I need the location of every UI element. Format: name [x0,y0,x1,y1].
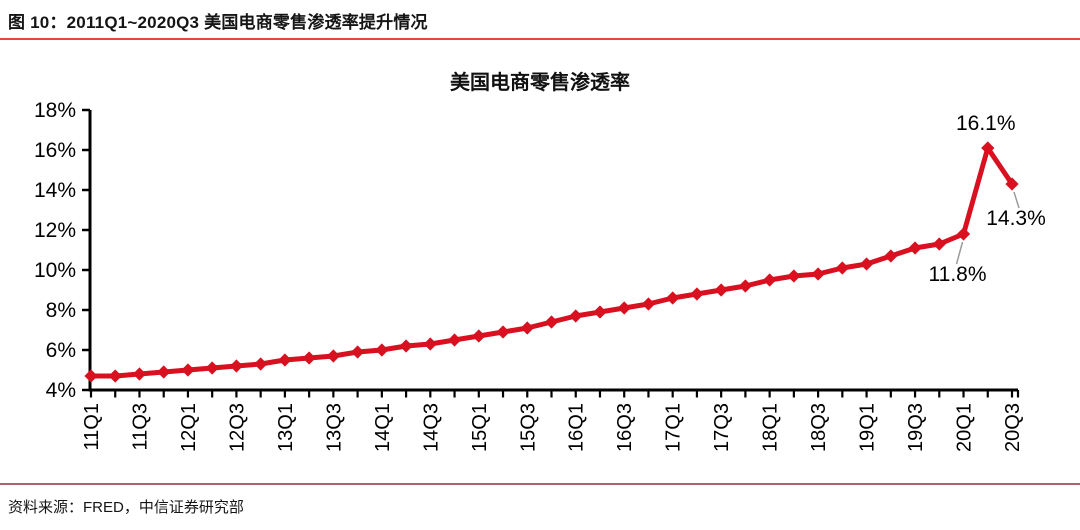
x-tick-label: 16Q1 [566,403,588,452]
data-point-marker [108,369,122,383]
data-point-marker [132,367,147,381]
data-point-marker [302,351,316,365]
y-tick-label: 16% [34,139,76,162]
x-tick-label: 15Q3 [517,403,539,452]
x-tick-label: 13Q3 [323,403,345,452]
data-point-marker [423,337,437,351]
data-point-marker [1005,177,1019,191]
caption-divider-rule [0,38,1080,40]
data-point-marker [181,363,195,377]
figure-caption: 图 10：2011Q1~2020Q3 美国电商零售渗透率提升情况 [8,13,428,32]
annotation-leader-line [955,241,964,265]
data-point-marker [811,267,825,281]
data-point-marker [351,345,365,359]
source-divider-rule [0,483,1080,485]
annotation-label: 11.8% [929,263,987,286]
y-tick-label: 14% [34,179,76,202]
x-tick-label: 18Q3 [808,403,830,452]
data-point-marker [447,333,462,347]
y-tick-label: 18% [34,99,76,122]
y-tick-label: 10% [34,259,76,282]
data-point-marker [326,349,340,363]
data-point-marker [84,369,98,383]
chart-title: 美国电商零售渗透率 [450,72,630,94]
data-point-marker [520,321,534,335]
data-point-marker [278,353,292,367]
data-point-marker [472,329,486,343]
data-point-marker [399,339,413,353]
x-tick-label: 13Q1 [275,403,297,452]
data-point-marker [835,261,849,275]
x-tick-label: 17Q1 [663,403,685,452]
data-point-marker [205,361,219,375]
y-tick-label: 8% [46,299,76,322]
data-point-marker [787,269,801,283]
x-tick-label: 14Q1 [372,403,394,452]
source-note: 资料来源：FRED，中信证券研究部 [8,499,244,516]
x-tick-label: 14Q3 [420,403,442,452]
x-tick-label: 12Q3 [226,403,248,452]
y-tick-label: 12% [34,219,76,242]
x-tick-label: 17Q3 [711,403,733,452]
y-tick-label: 4% [46,379,76,402]
series-line [88,145,1015,379]
data-point-marker [254,357,268,371]
data-point-marker [714,283,728,297]
y-tick-label: 6% [46,339,76,362]
annotation-label: 14.3% [986,207,1046,230]
data-point-marker [738,279,752,293]
data-point-marker [763,273,777,287]
data-point-marker [375,343,389,357]
x-tick-label: 20Q1 [954,403,976,452]
x-tick-label: 19Q1 [857,403,879,452]
data-point-marker [544,315,559,329]
x-tick-label: 11Q1 [81,403,103,450]
data-point-marker [593,305,607,319]
data-point-marker [641,297,656,311]
x-tick-label: 16Q3 [614,403,636,452]
data-point-marker [884,249,898,263]
data-point-marker [981,141,995,155]
data-point-marker [229,359,244,373]
x-tick-label: 20Q3 [1002,403,1024,452]
data-point-marker [157,365,171,379]
x-tick-label: 12Q1 [178,403,200,452]
x-tick-label: 11Q3 [129,403,151,450]
data-point-marker [617,301,631,315]
x-tick-label: 18Q1 [760,403,782,452]
annotation-leader-line [1013,191,1020,209]
annotation-label: 16.1% [956,112,1016,135]
x-tick-label: 19Q3 [905,403,927,452]
x-tick-label: 15Q1 [469,403,491,452]
data-point-marker [932,237,946,251]
data-point-marker [496,325,510,339]
data-point-marker [569,309,583,323]
data-point-marker [859,257,874,271]
data-point-marker [956,227,971,241]
data-point-marker [908,241,922,255]
data-point-marker [666,291,680,305]
data-point-marker [690,287,704,301]
